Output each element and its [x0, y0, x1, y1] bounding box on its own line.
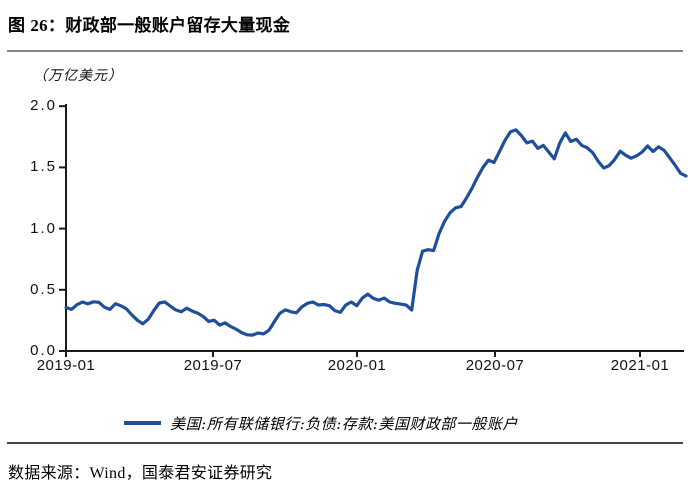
- y-axis-tick-label: 1.5: [30, 158, 57, 176]
- figure-title-text: 财政部一般账户留存大量现金: [65, 16, 291, 35]
- y-axis-tick-label: 0.5: [30, 280, 57, 298]
- x-axis-tick-label: 2021-01: [610, 357, 670, 374]
- figure-title-number: 26：: [30, 16, 66, 35]
- x-axis-tick-label: 2020-01: [327, 357, 387, 374]
- data-source-note: 数据来源：Wind，国泰君安证券研究: [8, 459, 272, 483]
- tga-balance-line: [64, 128, 688, 337]
- x-axis-tick-label: 2019-01: [36, 357, 96, 374]
- y-axis-unit-label: （万亿美元）: [33, 68, 123, 84]
- bottom-divider: [7, 442, 683, 444]
- x-axis-tick-label: 2020-07: [465, 357, 525, 374]
- y-axis-tick-label: 1.0: [30, 219, 57, 237]
- title-divider: [7, 50, 683, 52]
- x-axis-tick-label: 2019-07: [183, 357, 243, 374]
- legend-series-label: 美国:所有联储银行:负债:存款:美国财政部一般账户: [170, 414, 518, 433]
- figure-title-prefix: 图: [8, 16, 31, 35]
- source-suffix: ，国泰君安证券研究: [125, 465, 273, 482]
- legend-line-swatch: [124, 421, 162, 425]
- line-plot-svg: [59, 104, 688, 357]
- figure-title: 图 26：财政部一般账户留存大量现金: [8, 11, 290, 36]
- source-prefix: 数据来源：: [8, 465, 90, 482]
- source-provider: Wind: [89, 465, 126, 482]
- y-axis-tick-label: 0.0: [30, 342, 57, 359]
- legend: 美国:所有联储银行:负债:存款:美国财政部一般账户: [0, 410, 665, 436]
- y-axis-tick-label: 2.0: [30, 97, 57, 115]
